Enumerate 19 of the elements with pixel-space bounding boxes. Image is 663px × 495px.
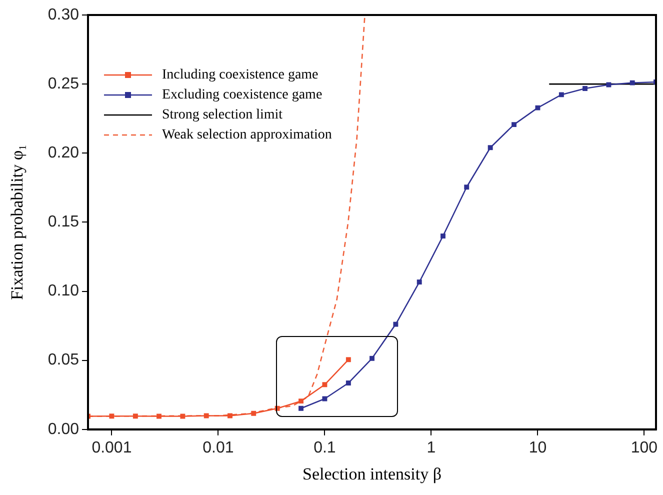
y-tick-label: 0.30 [48,6,80,24]
x-tick-label: 100 [630,439,658,456]
x-axis-title: Selection intensity β [302,464,442,484]
x-tick-label: 0.1 [314,439,336,456]
y-tick-label: 0.00 [48,420,80,438]
y-tick-label: 0.20 [48,144,80,162]
y-tick-label: 0.25 [48,75,80,92]
y-axis-title: Fixation probability φ₁ [8,144,27,300]
x-tick-label: 1 [426,439,436,456]
legend-label: Strong selection limit [162,108,283,123]
y-tick-label: 0.05 [48,352,80,369]
x-tick-label: 0.001 [92,439,132,456]
y-tick-label: 0.10 [48,282,80,300]
legend-label: Weak selection approximation [162,128,332,143]
legend-label: Excluding coexistence game [162,88,322,103]
x-tick-label: 10 [528,439,547,456]
legend-label: Including coexistence game [162,68,318,83]
y-tick-label: 0.15 [48,214,80,231]
x-tick-label: 0.01 [202,439,234,456]
